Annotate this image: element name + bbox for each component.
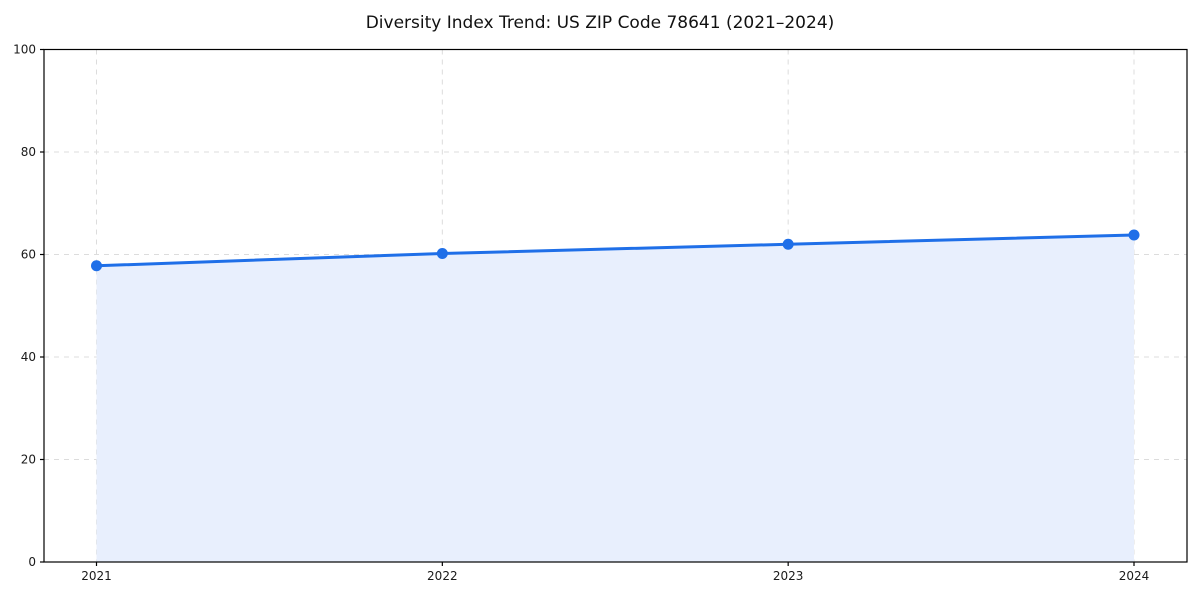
y-tick-label: 100 [13,43,36,57]
y-tick-label: 20 [21,453,36,467]
data-point-marker [782,238,794,250]
data-point-marker [436,247,448,259]
data-point-marker [91,260,102,272]
y-tick-label: 60 [21,248,36,262]
y-tick-label: 40 [21,350,36,364]
plot-frame [43,48,1188,563]
trend-line [95,233,1136,268]
x-tick-label: 2023 [773,569,804,583]
x-tick-label: 2021 [81,569,112,583]
y-tick-label: 80 [21,145,36,159]
x-tick-label: 2022 [427,569,458,583]
data-point-marker [1128,229,1140,241]
chart-title: Diversity Index Trend: US ZIP Code 78641… [365,13,835,33]
x-tick-label: 2024 [1119,569,1150,583]
y-tick-label: 0 [28,555,36,569]
area-fill [96,235,1134,562]
